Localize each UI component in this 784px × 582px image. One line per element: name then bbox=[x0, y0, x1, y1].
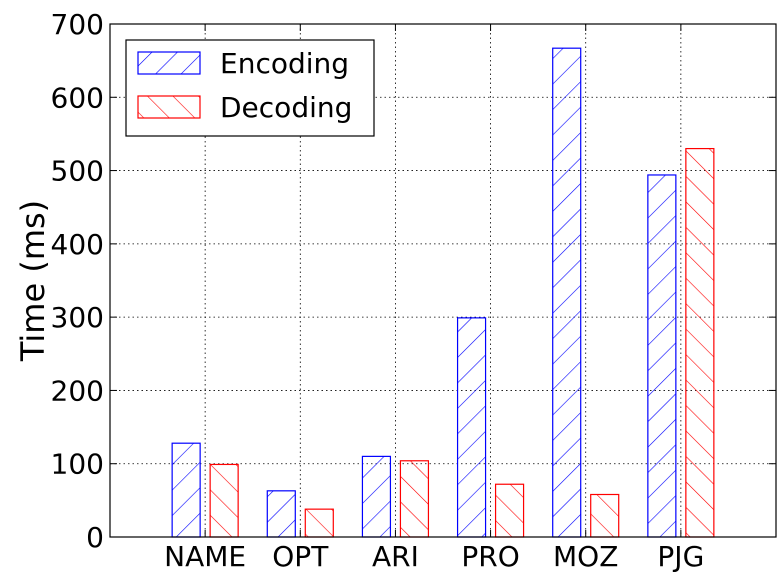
x-tick-label-moz: MOZ bbox=[553, 540, 618, 573]
bar-decoding-name bbox=[209, 463, 239, 538]
x-axis-ticks: NAME OPT ARI PRO MOZ PJG bbox=[164, 24, 704, 573]
legend-swatch-decoding bbox=[137, 95, 201, 119]
bar-decoding-ari bbox=[399, 460, 430, 538]
y-axis-label: Time (ms) bbox=[14, 200, 52, 362]
y-tick-label-200: 200 bbox=[51, 374, 104, 407]
y-tick-label-400: 400 bbox=[51, 228, 104, 261]
y-tick-label-300: 300 bbox=[51, 301, 104, 334]
bar-decoding-pjg bbox=[685, 147, 715, 538]
bar-encoding-ari bbox=[361, 455, 392, 538]
legend-label-decoding: Decoding bbox=[220, 91, 352, 124]
bars bbox=[171, 47, 715, 538]
x-tick-label-opt: OPT bbox=[272, 540, 329, 573]
x-tick-label-name: NAME bbox=[164, 540, 246, 573]
bar-encoding-pro bbox=[456, 317, 487, 538]
bar-encoding-pjg bbox=[647, 174, 677, 538]
legend-label-encoding: Encoding bbox=[220, 47, 349, 80]
bar-decoding-pro bbox=[494, 483, 525, 538]
legend: Encoding Decoding bbox=[125, 39, 375, 137]
bar-decoding-opt bbox=[304, 508, 334, 538]
y-axis-ticks: 0 100 200 300 400 500 600 700 bbox=[51, 8, 776, 554]
bar-decoding-moz bbox=[590, 493, 620, 538]
legend-swatch-encoding bbox=[137, 51, 201, 75]
bar-encoding-opt bbox=[266, 490, 296, 538]
bar-encoding-name bbox=[171, 442, 201, 538]
x-tick-label-ari: ARI bbox=[372, 540, 419, 573]
bar-encoding-moz bbox=[552, 47, 582, 538]
y-tick-label-100: 100 bbox=[51, 448, 104, 481]
y-tick-label-500: 500 bbox=[51, 155, 104, 188]
y-tick-label-600: 600 bbox=[51, 81, 104, 114]
x-tick-label-pro: PRO bbox=[461, 540, 519, 573]
y-tick-label-0: 0 bbox=[86, 521, 104, 554]
y-tick-label-700: 700 bbox=[51, 8, 104, 41]
x-tick-label-pjg: PJG bbox=[657, 540, 704, 573]
plot-frame bbox=[109, 23, 777, 538]
